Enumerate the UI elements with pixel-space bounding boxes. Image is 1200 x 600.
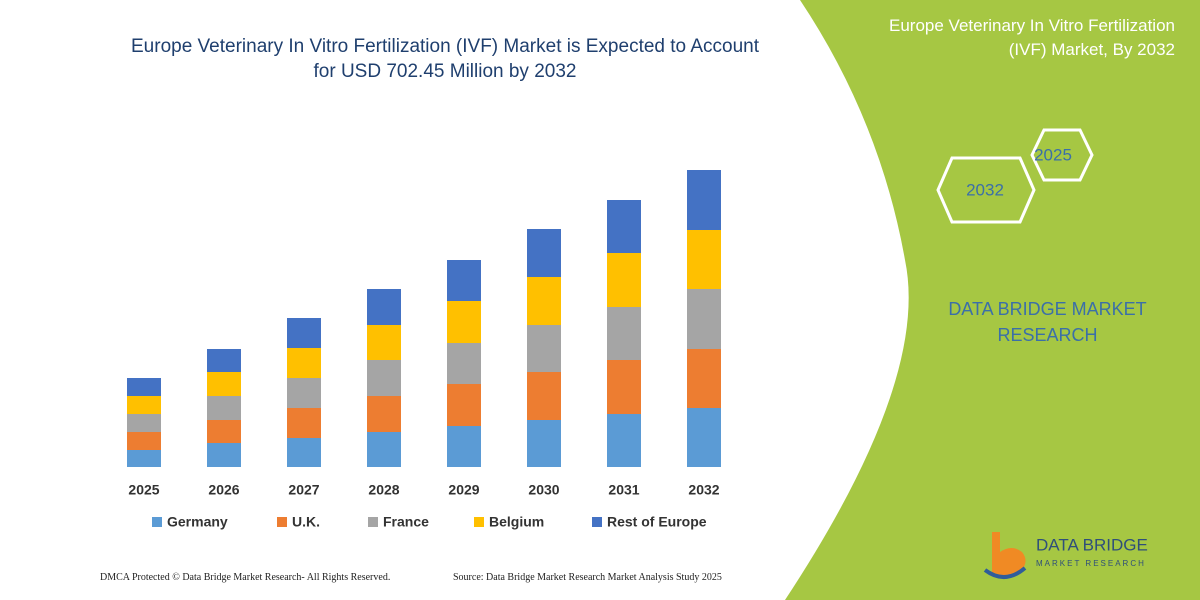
- chart-title: Europe Veterinary In Vitro Fertilization…: [131, 36, 759, 82]
- hexagon-label: 2025: [1034, 145, 1072, 164]
- bar-segment: [127, 396, 161, 414]
- bar-segment: [287, 408, 321, 438]
- legend-label: Belgium: [489, 514, 544, 530]
- x-tick-label: 2028: [368, 482, 399, 498]
- logo-mark: [992, 532, 1026, 576]
- bar-segment: [207, 349, 241, 372]
- bar-segment: [687, 349, 721, 408]
- bar-segment: [447, 260, 481, 301]
- bar-segment: [127, 378, 161, 396]
- legend-label: France: [383, 514, 429, 530]
- bar-segment: [287, 318, 321, 348]
- x-tick-label: 2031: [608, 482, 639, 498]
- bar-segment: [527, 420, 561, 467]
- logo-tagline: MARKET RESEARCH: [1036, 559, 1146, 568]
- bar-segment: [527, 277, 561, 325]
- side-panel: [785, 0, 1200, 600]
- bar-segment: [207, 372, 241, 396]
- x-tick-label: 2032: [688, 482, 719, 498]
- hexagon-label: 2032: [966, 180, 1004, 199]
- legend-swatch: [277, 517, 287, 527]
- legend-label: Germany: [167, 514, 228, 530]
- bar-segment: [527, 229, 561, 277]
- bar-segment: [447, 384, 481, 426]
- bar-segment: [527, 325, 561, 372]
- legend-swatch: [592, 517, 602, 527]
- source: Source: Data Bridge Market Research Mark…: [453, 572, 722, 583]
- bar-segment: [287, 348, 321, 378]
- bar-segment: [447, 343, 481, 384]
- bar-segment: [127, 432, 161, 450]
- bar-segment: [687, 230, 721, 289]
- copyright: DMCA Protected © Data Bridge Market Rese…: [100, 572, 391, 583]
- logo-mark: [983, 566, 1027, 579]
- bar-segment: [367, 360, 401, 396]
- x-tick-label: 2029: [448, 482, 479, 498]
- hexagon: [1030, 128, 1094, 182]
- bar-segment: [607, 414, 641, 467]
- x-tick-label: 2030: [528, 482, 559, 498]
- hexagon: [936, 156, 1036, 224]
- bar-segment: [447, 301, 481, 343]
- bar-segment: [447, 426, 481, 467]
- bar-segment: [287, 378, 321, 408]
- x-tick-label: 2027: [288, 482, 319, 498]
- bar-segment: [367, 432, 401, 467]
- bar-segment: [367, 325, 401, 360]
- bar-segment: [607, 200, 641, 253]
- bar-segment: [207, 443, 241, 467]
- bar-segment: [527, 372, 561, 420]
- bar-segment: [207, 396, 241, 420]
- legend-swatch: [368, 517, 378, 527]
- legend-swatch: [474, 517, 484, 527]
- bar-segment: [687, 170, 721, 230]
- bar-segment: [287, 438, 321, 467]
- bar-segment: [207, 420, 241, 443]
- bar-segment: [127, 450, 161, 467]
- legend-swatch: [152, 517, 162, 527]
- panel-title: Europe Veterinary In Vitro Fertilization…: [889, 16, 1175, 59]
- bar-segment: [687, 289, 721, 349]
- x-tick-label: 2026: [208, 482, 239, 498]
- bar-segment: [127, 414, 161, 432]
- bar-segment: [687, 408, 721, 467]
- logo-name: DATA BRIDGE: [1036, 535, 1148, 554]
- bar-segment: [367, 396, 401, 432]
- legend-label: U.K.: [292, 514, 320, 530]
- bar-segment: [607, 307, 641, 360]
- bar-segment: [607, 253, 641, 307]
- bar-segment: [367, 289, 401, 325]
- brand: DATA BRIDGE MARKET RESEARCH: [948, 299, 1147, 345]
- legend-label: Rest of Europe: [607, 514, 707, 530]
- x-tick-label: 2025: [128, 482, 159, 498]
- bar-segment: [607, 360, 641, 414]
